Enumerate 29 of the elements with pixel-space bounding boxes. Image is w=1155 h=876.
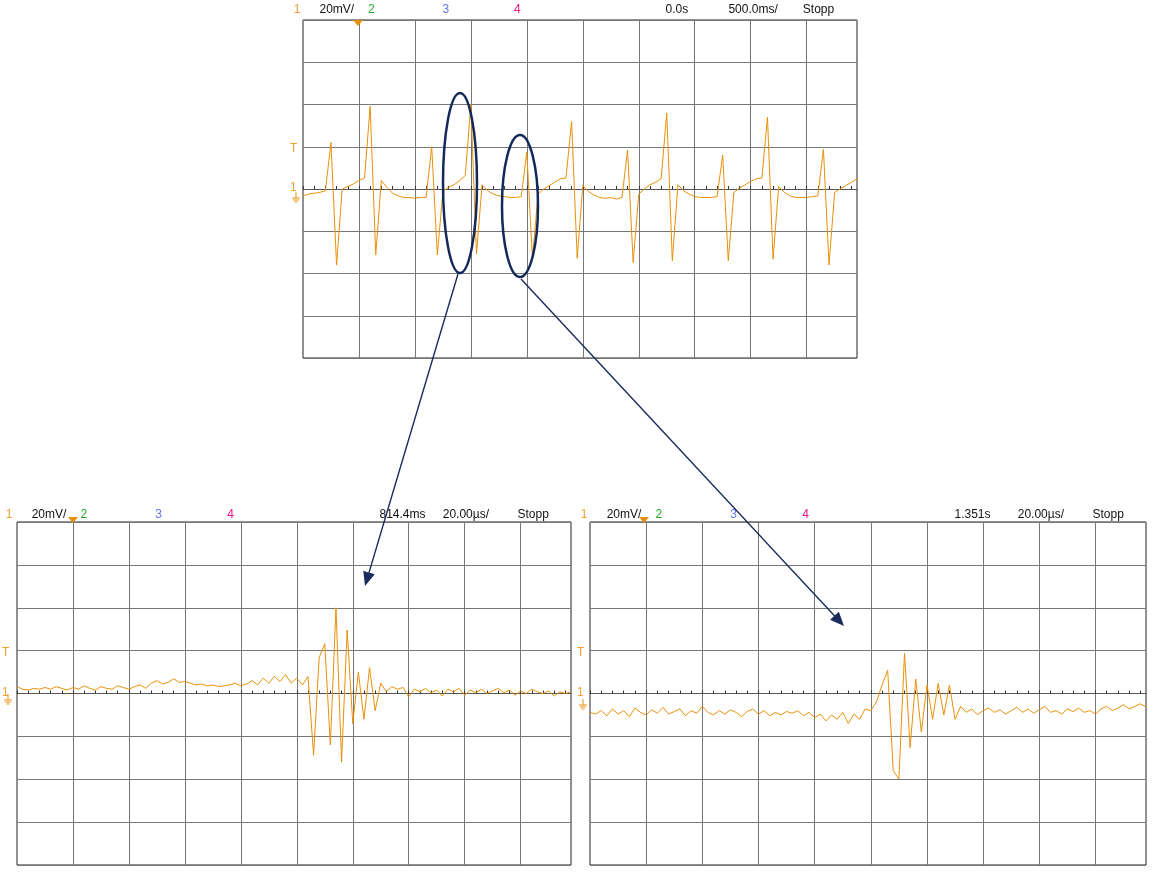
text: Stopp: [802, 2, 835, 16]
text: 1: [290, 180, 297, 194]
text: 3: [155, 507, 163, 521]
text: 1: [577, 684, 584, 699]
text: 1: [580, 507, 588, 521]
text: T: [577, 645, 585, 660]
text: Stopp: [1092, 507, 1125, 521]
text: 4: [227, 507, 235, 521]
text: 2: [80, 507, 88, 521]
text: T: [2, 645, 10, 660]
text: 20mV/: [606, 507, 642, 521]
text: 1: [293, 2, 301, 16]
text: 1.351s: [954, 507, 991, 521]
text: 500.0ms/: [728, 2, 779, 16]
text: Stopp: [517, 507, 550, 521]
text: 1: [5, 507, 13, 521]
text: 20.00µs/: [1017, 507, 1065, 521]
text: 20.00µs/: [442, 507, 490, 521]
text: T: [290, 141, 298, 156]
text: 1: [2, 684, 9, 699]
text: 2: [368, 2, 376, 16]
text: 4: [802, 507, 810, 521]
text: 4: [513, 2, 521, 16]
text: 0.0s: [665, 2, 689, 16]
text: 3: [730, 507, 738, 521]
text: 20mV/: [31, 507, 67, 521]
text: 3: [442, 2, 450, 16]
text: 20mV/: [319, 2, 355, 16]
text: 2: [655, 507, 663, 521]
